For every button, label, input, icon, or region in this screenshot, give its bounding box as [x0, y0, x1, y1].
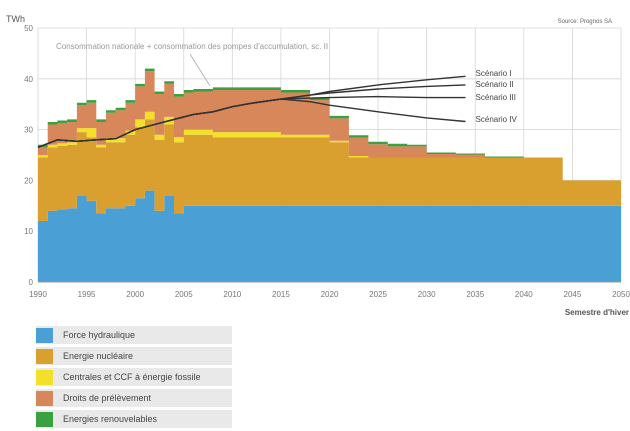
annotation: Consommation nationale + consommation de…	[56, 42, 328, 51]
legend-swatch	[36, 390, 53, 406]
legend-label: Centrales et CCF à énergie fossile	[63, 372, 201, 382]
legend-label: Droits de prélèvement	[63, 393, 152, 403]
legend-item: Energie nucléaire	[36, 347, 232, 365]
x-tick-label: 2010	[223, 290, 241, 299]
legend-swatch	[36, 327, 53, 343]
x-tick-label: 1995	[78, 290, 96, 299]
scenario-label: Scénario I	[476, 69, 512, 78]
legend-label: Energies renouvelables	[63, 414, 158, 424]
y-axis-label: TWh	[6, 14, 25, 24]
scenario-label: Scénario III	[476, 93, 516, 102]
scenario-line	[37, 98, 466, 149]
legend-item: Energies renouvelables	[36, 410, 232, 428]
legend-item: Droits de prélèvement	[36, 389, 232, 407]
x-tick-label: 2015	[272, 290, 290, 299]
x-tick-label: 2040	[515, 290, 533, 299]
legend: Force hydraulique Energie nucléaire Centra…	[36, 326, 232, 431]
scenario-lines: Scénario I Scénario II Scénario III Scénari…	[37, 53, 518, 149]
x-tick-label: 2000	[126, 290, 144, 299]
chart: Scénario I Scénario II Scénario III Scénari…	[6, 14, 630, 317]
area-force-hydraulique	[38, 190, 621, 282]
legend-label: Force hydraulique	[63, 330, 136, 340]
x-tick-label: 2025	[369, 290, 387, 299]
x-tick-label: 2045	[564, 290, 582, 299]
x-tick-label: 2005	[175, 290, 193, 299]
y-tick-label: 20	[24, 176, 33, 185]
legend-swatch	[36, 369, 53, 385]
x-tick-label: 2050	[612, 290, 630, 299]
annotation-pointer	[189, 53, 211, 87]
legend-swatch	[36, 411, 53, 427]
source-note: Source: Prognos SA	[558, 19, 612, 25]
legend-item: Centrales et CCF à énergie fossile	[36, 368, 232, 386]
y-tick-label: 0	[29, 278, 34, 287]
scenario-label: Scénario II	[476, 80, 514, 89]
y-tick-label: 50	[24, 24, 33, 33]
legend-label: Energie nucléaire	[63, 351, 134, 361]
legend-swatch	[36, 348, 53, 364]
y-tick-label: 40	[24, 75, 33, 84]
x-tick-label: 2020	[321, 290, 339, 299]
area-energies-renouvelables	[38, 68, 621, 181]
legend-item: Force hydraulique	[36, 326, 232, 344]
x-tick-label: 2030	[418, 290, 436, 299]
x-axis-label: Semestre d'hiver	[565, 308, 629, 317]
area-droits-de-pr-l-vement	[38, 71, 621, 181]
x-tick-label: 1990	[29, 290, 47, 299]
area-energie-nucl-aire	[38, 119, 621, 221]
x-tick-label: 2035	[466, 290, 484, 299]
y-tick-label: 10	[24, 227, 33, 236]
stacked-areas	[38, 68, 621, 282]
y-tick-label: 30	[24, 126, 33, 135]
scenario-label: Scénario IV	[476, 115, 518, 124]
